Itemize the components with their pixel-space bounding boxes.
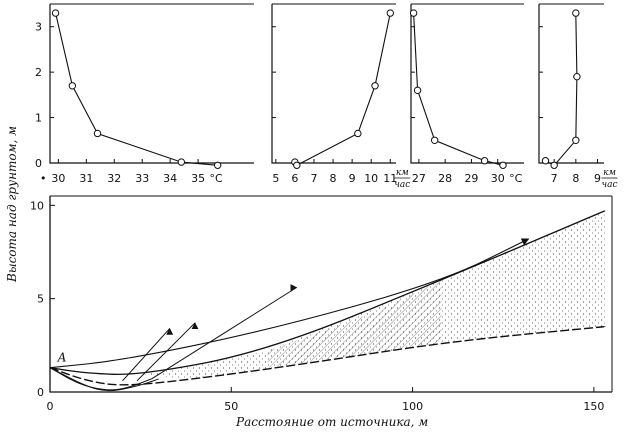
x-tick-label: 35 [191, 172, 205, 185]
x-tick-label: 9 [349, 172, 356, 185]
panel-axes [538, 4, 604, 164]
profile-panel-4: 7 8 9 км час [538, 3, 618, 190]
trajectory-line-1 [49, 210, 606, 375]
x-tick-label: 11 [383, 172, 397, 185]
x-unit-label-top: км [396, 168, 409, 178]
y-tick-label: 10 [30, 199, 44, 212]
data-point [386, 9, 394, 17]
x-unit-label: °C [210, 172, 224, 185]
data-point [413, 86, 422, 95]
y-tick-label: 2 [35, 66, 42, 79]
y-axis-label: Высота над грунтом, м [5, 126, 19, 283]
hatched-region [267, 280, 442, 368]
x-tick-label: 0 [47, 400, 54, 413]
x-tick-label: 32 [107, 172, 121, 185]
x-tick-label: 28 [438, 172, 452, 185]
data-point [480, 157, 489, 165]
x-unit-label-top: км [603, 168, 616, 178]
x-tick-label: 9 [594, 172, 601, 185]
x-tick-label: 6 [291, 172, 298, 185]
data-point [213, 161, 222, 169]
x-tick-label: • [40, 172, 47, 185]
y-tick-label: 1 [35, 112, 42, 125]
data-point [573, 72, 581, 81]
data-point [371, 82, 379, 90]
data-point [177, 158, 186, 166]
data-point [550, 161, 558, 169]
x-unit-label-bottom: час [601, 180, 617, 190]
x-tick-label: 31 [79, 172, 93, 185]
dotted-region [140, 210, 605, 379]
trajectory-line-4 [49, 367, 152, 391]
y-tick-label: 5 [37, 293, 44, 306]
trajectory-line-8 [151, 285, 298, 380]
x-tick-label: 8 [572, 172, 579, 185]
data-point [409, 9, 418, 17]
data-point [499, 161, 507, 169]
panel-axes [410, 4, 524, 164]
x-tick-label: 100 [402, 400, 423, 413]
x-tick-label: 30 [491, 172, 505, 185]
data-point [572, 136, 580, 144]
x-unit-label: °C [509, 172, 523, 185]
source-point-label: А [56, 351, 66, 365]
trajectory-line-3 [49, 325, 606, 386]
trajectory-line-6 [122, 327, 173, 382]
y-tick-label: 3 [35, 21, 42, 34]
x-tick-label: 34 [163, 172, 177, 185]
data-point [541, 157, 550, 165]
profile-line [55, 12, 218, 166]
x-tick-label: 30 [51, 172, 65, 185]
trajectory-line-7 [136, 322, 198, 382]
data-point [93, 129, 102, 138]
x-tick-label: 27 [412, 172, 426, 185]
x-unit-label-bottom: час [394, 180, 410, 190]
data-point [430, 136, 439, 144]
x-tick-label: 29 [464, 172, 478, 185]
trajectory-line-2 [49, 238, 530, 369]
profile-panel-1: 0 1 2 3 30 31 32 33 34 35 • °C [35, 3, 254, 185]
x-tick-label: 7 [310, 172, 317, 185]
x-tick-label: 7 [551, 172, 558, 185]
trajectory-line-5 [49, 367, 160, 392]
y-tick-label: 0 [35, 157, 42, 170]
panel-axes [49, 4, 254, 164]
data-point [572, 9, 580, 17]
data-point [68, 82, 77, 90]
data-point [51, 9, 60, 17]
x-tick-label: 8 [330, 172, 337, 185]
y-tick-label: 0 [37, 386, 44, 399]
x-tick-label: 150 [583, 400, 604, 413]
profile-panel-3: 27 28 29 30 °C [409, 3, 524, 185]
data-point [354, 129, 362, 138]
x-tick-label: 50 [224, 400, 238, 413]
x-axis-label: Расстояние от источника, м [235, 415, 428, 429]
profile-line [413, 13, 504, 166]
x-tick-label: 5 [272, 172, 279, 185]
x-tick-label: 10 [364, 172, 378, 185]
data-point [293, 161, 301, 169]
profile-line [545, 13, 578, 166]
x-tick-label: 33 [135, 172, 149, 185]
